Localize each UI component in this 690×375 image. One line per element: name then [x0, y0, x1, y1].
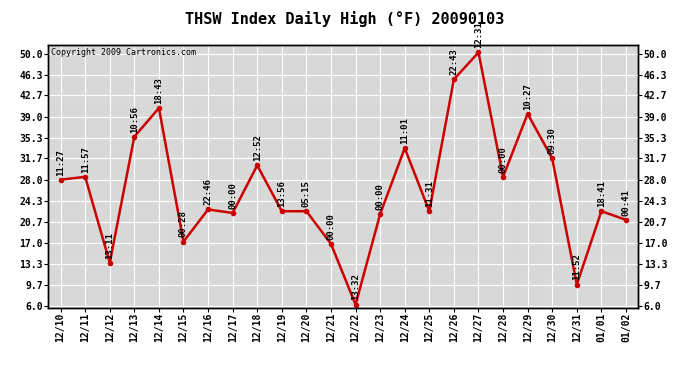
- Text: 18:43: 18:43: [155, 77, 164, 104]
- Text: 00:41: 00:41: [622, 189, 631, 216]
- Text: 22:46: 22:46: [204, 178, 213, 206]
- Text: 13:56: 13:56: [277, 180, 286, 207]
- Text: 10:56: 10:56: [130, 106, 139, 132]
- Text: Copyright 2009 Cartronics.com: Copyright 2009 Cartronics.com: [51, 48, 196, 57]
- Text: 12:31: 12:31: [474, 21, 483, 48]
- Text: 13:11: 13:11: [106, 232, 115, 259]
- Text: 00:00: 00:00: [228, 182, 237, 209]
- Text: 12:52: 12:52: [253, 134, 262, 161]
- Text: 11:27: 11:27: [56, 148, 65, 176]
- Text: 05:15: 05:15: [302, 180, 311, 207]
- Text: 10:27: 10:27: [523, 83, 532, 110]
- Text: 13:32: 13:32: [351, 274, 360, 300]
- Text: 11:52: 11:52: [572, 254, 581, 280]
- Text: 00:00: 00:00: [326, 213, 335, 240]
- Text: 00:28: 00:28: [179, 210, 188, 237]
- Text: 00:00: 00:00: [499, 146, 508, 172]
- Text: 00:00: 00:00: [375, 183, 384, 210]
- Text: 18:41: 18:41: [597, 180, 606, 207]
- Text: 11:31: 11:31: [425, 180, 434, 207]
- Text: THSW Index Daily High (°F) 20090103: THSW Index Daily High (°F) 20090103: [186, 11, 504, 27]
- Text: 11:01: 11:01: [400, 117, 409, 144]
- Text: 09:30: 09:30: [548, 128, 557, 154]
- Text: 22:43: 22:43: [449, 48, 458, 75]
- Text: 11:57: 11:57: [81, 146, 90, 172]
